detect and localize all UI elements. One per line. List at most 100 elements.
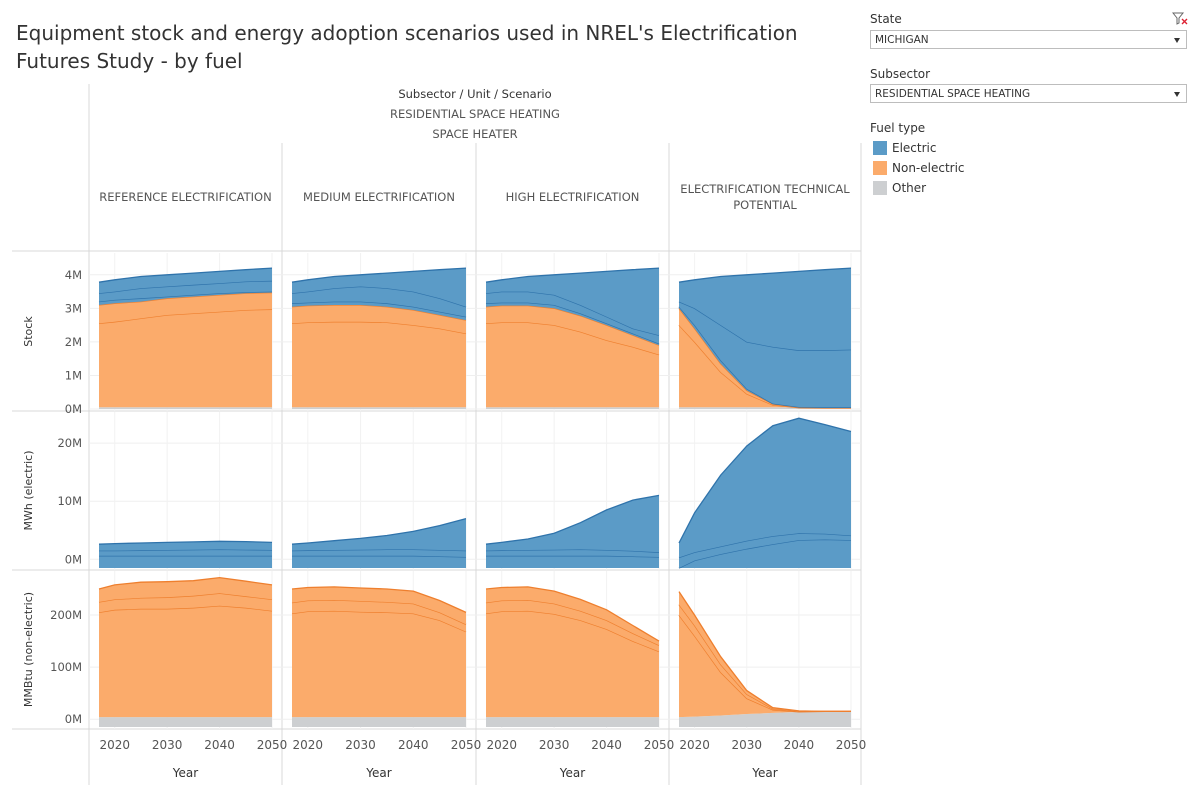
other-series-area xyxy=(486,717,659,727)
electric-series-line xyxy=(485,267,660,283)
legend-item-other[interactable]: Other xyxy=(870,178,1188,198)
electric-series-line xyxy=(98,267,273,283)
clear-filter-icon[interactable] xyxy=(1172,12,1188,26)
electric-series-area xyxy=(99,541,272,551)
electric-series-line xyxy=(485,494,660,545)
nonelectric-series-line xyxy=(485,586,660,642)
state-filter-label: State xyxy=(870,12,902,26)
legend-item-nonelectric[interactable]: Non-electric xyxy=(870,158,1188,178)
x-tick-label: 2040 xyxy=(398,738,429,752)
other-series-area xyxy=(292,407,466,409)
y-tick-label: 1M xyxy=(65,368,82,382)
legend-label-nonelectric: Non-electric xyxy=(892,161,965,175)
electric-series-area xyxy=(99,549,272,556)
y-tick-label: 3M xyxy=(65,301,82,315)
subsector-dropdown[interactable]: RESIDENTIAL SPACE HEATING xyxy=(870,84,1187,103)
subsector-dropdown-value: RESIDENTIAL SPACE HEATING xyxy=(875,88,1031,100)
y-tick-label: 200M xyxy=(50,608,82,622)
x-tick-label: 2040 xyxy=(204,738,235,752)
y-tick-label: 2M xyxy=(65,335,82,349)
panel-0-1 xyxy=(291,267,467,409)
electric-series-area xyxy=(679,268,851,351)
state-filter-header: State xyxy=(870,12,1188,28)
y-tick-label: 20M xyxy=(57,436,82,450)
electric-series-area xyxy=(99,268,272,294)
header-hierarchy-label: Subsector / Unit / Scenario xyxy=(398,87,551,101)
y-tick-label: 0M xyxy=(65,552,82,566)
electric-series-line xyxy=(98,540,273,545)
legend-label-electric: Electric xyxy=(892,141,937,155)
nonelectric-series-line xyxy=(98,576,273,590)
electric-series-area xyxy=(99,291,272,305)
y-tick-label: 0M xyxy=(65,402,82,416)
x-tick-label: 2040 xyxy=(591,738,622,752)
electric-series-area xyxy=(292,555,466,568)
other-series-area xyxy=(486,407,659,409)
panel-0-0 xyxy=(98,267,273,409)
scenario-header: HIGH ELECTRIFICATION xyxy=(506,190,640,204)
electric-series-area xyxy=(292,268,466,307)
chevron-down-icon xyxy=(1174,92,1180,97)
x-tick-label: 2050 xyxy=(836,738,867,752)
panel-2-2 xyxy=(485,586,660,727)
electric-series-area xyxy=(99,555,272,568)
panel-2-1 xyxy=(291,586,467,727)
nonelectric-series-area xyxy=(486,305,659,355)
header-unit-label: SPACE HEATER xyxy=(432,127,517,141)
nonelectric-series-area xyxy=(679,325,851,408)
legend-label-other: Other xyxy=(892,181,927,195)
panel-0-3 xyxy=(678,267,852,409)
dashboard-title: Equipment stock and energy adoption scen… xyxy=(16,21,798,73)
y-axis-label: MWh (electric) xyxy=(22,451,35,531)
x-tick-label: 2050 xyxy=(644,738,675,752)
x-tick-label: 2050 xyxy=(257,738,288,752)
nonelectric-series-area xyxy=(292,600,466,632)
chevron-down-icon xyxy=(1174,38,1180,43)
y-axis-label: MMBtu (non-electric) xyxy=(22,592,35,707)
legend-item-electric[interactable]: Electric xyxy=(870,138,1188,158)
panel-1-3 xyxy=(678,417,852,569)
other-series-area xyxy=(99,717,272,727)
panel-1-0 xyxy=(98,540,273,568)
electric-series-line xyxy=(291,267,467,283)
legend-swatch-nonelectric xyxy=(873,161,887,175)
electric-series-area xyxy=(486,549,659,557)
y-tick-label: 100M xyxy=(50,660,82,674)
x-tick-label: 2020 xyxy=(99,738,130,752)
filter-panel: State MICHIGAN Subsector RESIDENTIAL SPA… xyxy=(870,12,1188,198)
nonelectric-series-area xyxy=(486,586,659,646)
x-tick-label: 2030 xyxy=(152,738,183,752)
x-tick-label: 2020 xyxy=(679,738,710,752)
subsector-filter-label: Subsector xyxy=(870,67,931,81)
x-tick-label: 2020 xyxy=(293,738,324,752)
x-tick-label: 2030 xyxy=(345,738,376,752)
y-tick-label: 10M xyxy=(57,494,82,508)
y-axis-label: Stock xyxy=(22,316,35,347)
panel-0-2 xyxy=(485,267,660,409)
nonelectric-series-area xyxy=(679,591,851,712)
nonelectric-series-area xyxy=(679,604,851,712)
fueltype-legend-title: Fuel type xyxy=(870,121,926,135)
electric-series-area xyxy=(486,495,659,553)
x-axis-label: Year xyxy=(365,766,391,780)
scenario-header: MEDIUM ELECTRIFICATION xyxy=(303,190,455,204)
x-axis-label: Year xyxy=(751,766,777,780)
electric-series-area xyxy=(679,539,851,568)
electric-series-area xyxy=(679,418,851,558)
nonelectric-series-area xyxy=(292,586,466,625)
header-subsector-label: RESIDENTIAL SPACE HEATING xyxy=(390,107,560,121)
state-dropdown[interactable]: MICHIGAN xyxy=(870,30,1187,49)
x-axis-label: Year xyxy=(172,766,198,780)
small-multiples-chart: Subsector / Unit / Scenario RESIDENTIAL S… xyxy=(12,84,867,785)
panel-2-3 xyxy=(678,591,851,727)
electric-series-line xyxy=(291,548,467,552)
electric-series-area xyxy=(679,533,851,568)
nonelectric-series-area xyxy=(99,309,272,408)
nonelectric-series-area xyxy=(679,615,851,718)
scenario-header-line1: ELECTRIFICATION TECHNICAL xyxy=(680,182,850,196)
nonelectric-series-area xyxy=(486,610,659,718)
other-series-area xyxy=(292,717,466,727)
x-axis-label: Year xyxy=(559,766,585,780)
electric-series-line xyxy=(291,517,467,545)
nonelectric-series-area xyxy=(99,577,272,602)
